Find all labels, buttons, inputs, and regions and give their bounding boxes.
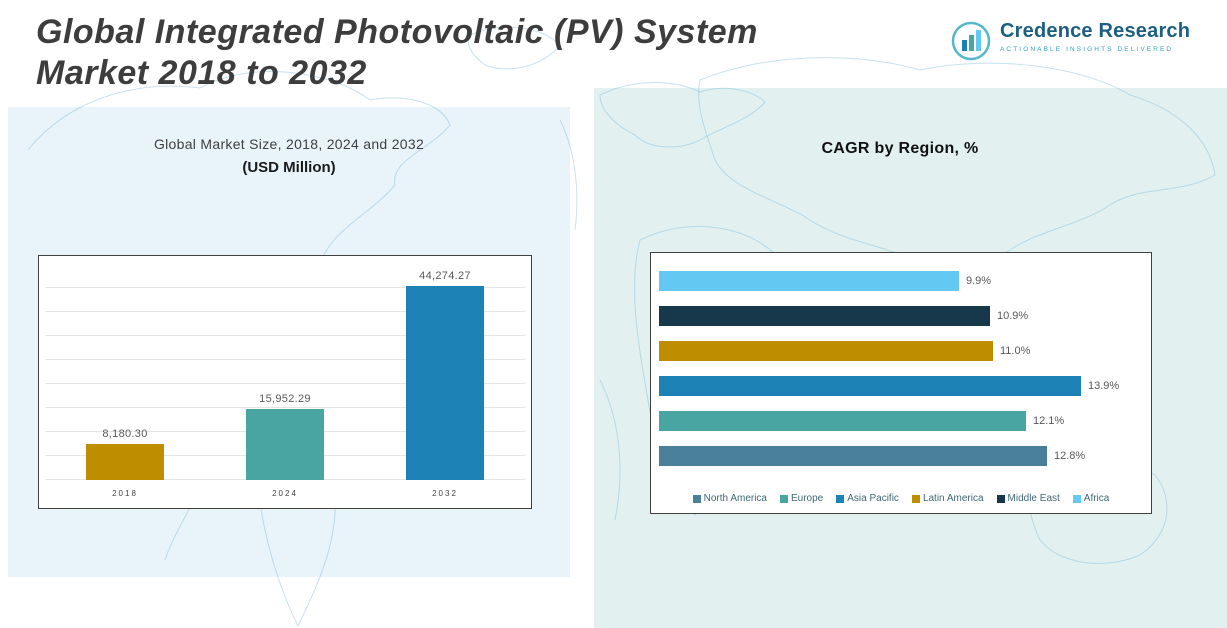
cagr-row-europe: 12.1% [659, 403, 1143, 438]
cagr-bar-north-america [659, 445, 1047, 466]
bar-2018 [86, 444, 164, 480]
page-title-line2: Market 2018 to 2032 [36, 54, 367, 93]
cagr-bar-asia-pacific [659, 375, 1081, 396]
bar-2032 [406, 286, 484, 480]
page-title: Global Integrated Photovoltaic (PV) Syst… [36, 12, 916, 95]
cagr-value-label-asia-pacific: 13.9% [1088, 379, 1120, 392]
cagr-bar-chart: 9.9% 10.9% 11.0% 13.9% 12.1% 12.8% North Amer… [650, 252, 1152, 514]
logo-text: Credence Research Actionable Insights De… [1000, 20, 1190, 53]
legend-item-latin-america: Latin America [911, 493, 984, 504]
legend-item-africa: Africa [1072, 493, 1110, 504]
cagr-bar-middle-east [659, 305, 990, 326]
market-size-chart-title: Global Market Size, 2018, 2024 and 2032 [153, 136, 425, 152]
legend-swatch-north-america [692, 494, 701, 503]
cagr-value-label-latin-america: 11.0% [1000, 344, 1031, 357]
legend-swatch-middle-east [996, 494, 1005, 503]
legend-item-europe: Europe [780, 493, 823, 504]
legend-item-asia-pacific: Asia Pacific [836, 493, 899, 504]
bar-2024 [246, 409, 324, 480]
legend-item-north-america: North America [692, 493, 767, 504]
market-size-chart-header: Global Market Size, 2018, 2024 and 2032 … [8, 136, 570, 176]
cagr-value-label-north-america: 12.8% [1054, 449, 1086, 462]
market-bar-column-2018: 8,180.30 [45, 270, 205, 480]
legend-swatch-latin-america [911, 494, 920, 503]
legend-swatch-asia-pacific [836, 494, 845, 503]
cagr-bar-latin-america [659, 340, 993, 361]
legend-label-middle-east: Middle East [1007, 493, 1060, 504]
cagr-chart-title: CAGR by Region, % [821, 140, 979, 157]
bar-value-label: 44,274.27 [419, 270, 471, 282]
logo-brand: Credence Research [1000, 20, 1191, 42]
logo-bars-icon [951, 21, 991, 61]
bar-value-label: 15,952.29 [259, 393, 311, 405]
market-size-bars: 8,180.30 15,952.29 44,274.27 [45, 270, 525, 480]
cagr-bar-africa [659, 270, 959, 291]
x-axis-label-2024: 2024 [272, 489, 298, 498]
legend-label-latin-america: Latin America [922, 493, 984, 504]
cagr-row-north-america: 12.8% [659, 438, 1143, 473]
legend-label-asia-pacific: Asia Pacific [847, 493, 899, 504]
credence-research-logo: Credence Research Actionable Insights De… [950, 20, 1190, 62]
legend-swatch-africa [1072, 494, 1081, 503]
cagr-value-label-europe: 12.1% [1033, 414, 1065, 427]
cagr-row-asia-pacific: 13.9% [659, 368, 1143, 403]
page-title-line1: Global Integrated Photovoltaic (PV) Syst… [36, 13, 758, 51]
cagr-bar-europe [659, 410, 1026, 431]
market-bar-column-2032: 44,274.27 [365, 270, 525, 480]
cagr-legend: North America Europe Asia Pacific Latin Ame… [651, 493, 1151, 504]
x-axis-labels: 2018 2024 2032 [45, 489, 525, 503]
legend-label-africa: Africa [1083, 493, 1110, 504]
logo-tagline: Actionable Insights Delivered [1000, 46, 1174, 53]
market-size-chart-subtitle: (USD Million) [242, 159, 336, 176]
cagr-bars: 9.9% 10.9% 11.0% 13.9% 12.1% 12.8% [659, 263, 1143, 473]
cagr-row-latin-america: 11.0% [659, 333, 1143, 368]
cagr-row-africa: 9.9% [659, 263, 1143, 298]
cagr-value-label-africa: 9.9% [966, 274, 992, 287]
bar-value-label: 8,180.30 [102, 428, 148, 440]
legend-item-middle-east: Middle East [996, 493, 1060, 504]
legend-swatch-europe [780, 494, 788, 503]
cagr-value-label-middle-east: 10.9% [997, 309, 1029, 322]
x-axis-label-2032: 2032 [432, 489, 458, 498]
market-size-bar-chart: 8,180.30 15,952.29 44,274.27 2018 2024 2032 [38, 255, 532, 509]
legend-label-europe: Europe [791, 493, 824, 504]
cagr-row-middle-east: 10.9% [659, 298, 1143, 333]
legend-label-north-america: North America [703, 493, 767, 504]
market-bar-column-2024: 15,952.29 [205, 270, 365, 480]
x-axis-label-2018: 2018 [112, 489, 138, 498]
